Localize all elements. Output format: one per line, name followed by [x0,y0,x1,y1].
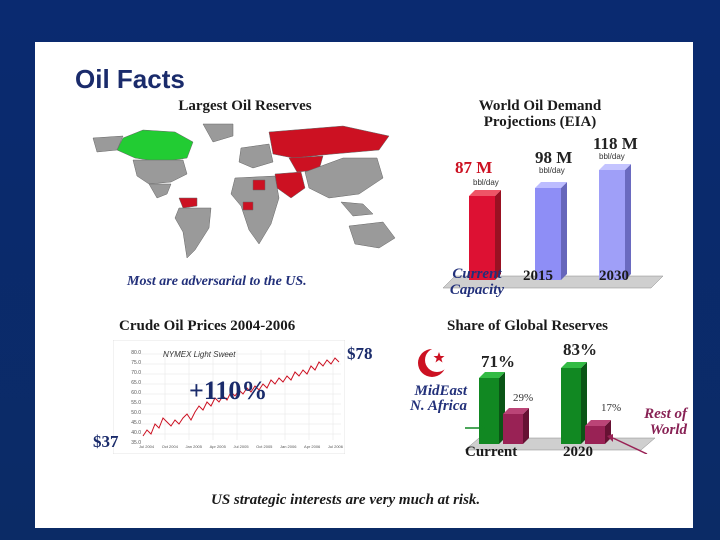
price-end-label: $78 [347,344,373,363]
price-ytick: 60.0 [131,390,141,396]
price-xtick: Apr 2006 [304,444,321,449]
map-europe [238,143,274,169]
share-bar-mideast-2020 [561,362,587,444]
price-ytick: 75.0 [131,360,141,366]
price-xtick: Jul 2004 [139,444,155,449]
demand-value-2015: 98 M [535,148,573,167]
share-value-mideast-current: 71% [481,352,515,371]
crescent-star-icon [418,348,449,377]
price-ytick: 40.0 [131,430,141,436]
demand-bar-current [469,190,501,280]
arrow-rest [612,437,648,454]
price-ytick: 65.0 [131,380,141,386]
map-africa [230,175,280,245]
price-ytick: 80.0 [131,350,141,356]
price-line [142,357,340,437]
slide-content-panel: Oil Facts Largest Oil Reserves Most are … [35,42,693,528]
price-xtick: Jan 2005 [185,444,203,449]
map-mexico [148,183,172,199]
prices-heading: Crude Oil Prices 2004-2006 [119,318,296,334]
demand-heading-line2: Projections (EIA) [483,114,597,130]
map-australia [348,221,396,249]
demand-bar-2030 [599,164,631,280]
map-alaska [92,135,124,153]
map-russia [268,125,390,159]
price-start-label: $37 [93,432,119,451]
map-south-america [174,207,212,259]
share-label-current: Current [465,444,518,460]
map-libya [252,179,266,191]
demand-label-2015: 2015 [523,268,553,284]
share-label-2020: 2020 [563,444,593,460]
share-value-rest-2020: 17% [601,402,622,414]
price-chart-inner-title: NYMEX Light Sweet [163,350,236,359]
rest-label-line1: Rest of [644,406,687,422]
demand-value-2030: 118 M [593,134,638,153]
demand-heading-line1: World Oil Demand [478,98,602,114]
map-greenland [202,123,234,143]
price-ytick: 45.0 [131,420,141,426]
demand-chart [442,164,664,289]
share-bar-rest-current [503,408,529,444]
map-canada [116,129,194,163]
price-chart [113,340,345,454]
demand-label-current-line2: Capacity [449,282,505,298]
price-ytick: 35.0 [131,440,141,446]
price-xtick: Oct 2004 [161,444,178,449]
demand-heading: World Oil Demand Projections (EIA) [455,98,625,130]
map-middle-east [274,171,306,199]
share-bar-mideast-current [479,372,505,444]
price-xtick: Apr 2005 [209,444,226,449]
price-xtick: Oct 2005 [256,444,273,449]
share-value-rest-current: 29% [513,392,534,404]
price-xtick: Jul 2006 [327,444,343,449]
reserves-heading: Largest Oil Reserves [178,98,312,114]
arrow-mideast-head [479,424,485,432]
map-nigeria [242,201,254,211]
demand-value-current: 87 M [455,158,493,177]
demand-unit-2030: bbl/day [599,152,625,161]
mideast-label-line1: MidEast [414,383,467,399]
slide-title: Oil Facts [75,64,185,94]
map-venezuela [178,197,198,209]
mideast-label-line2: N. Africa [410,398,467,414]
map-se-asia [340,201,374,217]
price-yaxis-ticks: 80.0 75.0 70.0 65.0 60.0 55.0 50.0 45.0 … [119,348,141,448]
rest-label-line2: World [649,422,687,438]
price-chart-grid [141,350,341,440]
footer-statement: US strategic interests are very much at … [211,492,481,508]
arrow-rest-head [607,434,613,442]
price-ytick: 55.0 [131,400,141,406]
world-map [92,123,396,259]
demand-label-2030: 2030 [599,268,629,284]
price-xtick: Jan 2006 [279,444,297,449]
price-change-label: +110% [189,376,268,405]
share-bar-rest-2020 [585,420,611,444]
price-ytick: 70.0 [131,370,141,376]
map-asia [304,157,384,199]
price-xaxis-ticks: Jul 2004 Oct 2004 Jan 2005 Apr 2005 Jul … [139,444,343,449]
share-value-mideast-2020: 83% [563,340,597,359]
demand-bar-2015 [535,182,567,280]
demand-unit-2015: bbl/day [539,166,565,175]
price-ytick: 50.0 [131,410,141,416]
map-usa [132,159,188,185]
share-heading: Share of Global Reserves [447,318,608,334]
price-xtick: Jul 2005 [233,444,249,449]
rest-of-world-label: Rest of World [627,406,687,438]
mideast-label: MidEast N. Africa [397,384,467,414]
demand-label-current-line1: Current [452,266,502,282]
demand-label-current: Current Capacity [437,266,517,298]
share-chart [465,362,656,454]
demand-unit-current: bbl/day [473,178,499,187]
reserves-caption: Most are adversarial to the US. [127,274,307,289]
